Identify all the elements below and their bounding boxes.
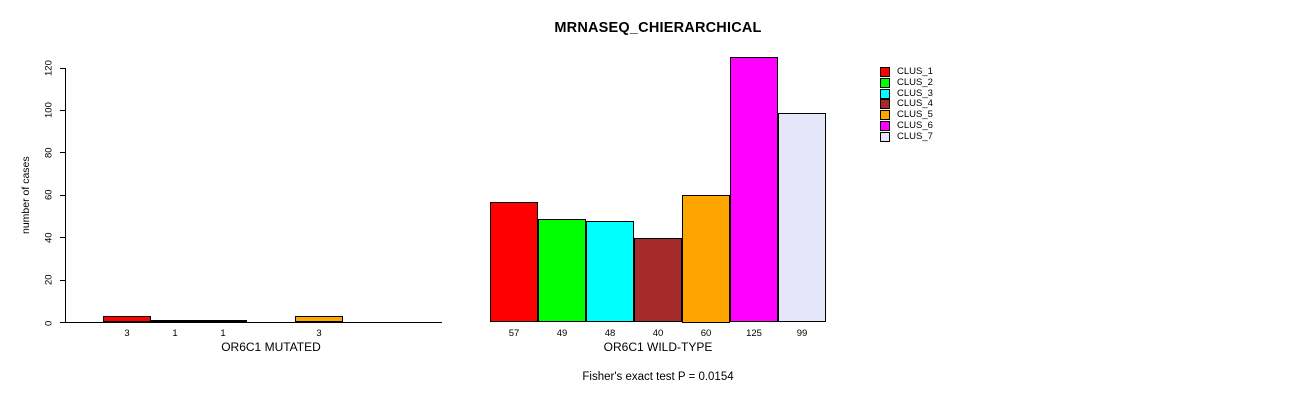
bar-g0-CLUS_5 (295, 316, 343, 323)
bar-g0-CLUS_1 (103, 316, 151, 323)
y-tick (60, 109, 65, 111)
bar-value-label: 48 (604, 328, 616, 339)
bar-g0-CLUS_2 (151, 320, 199, 323)
legend-color-swatch (880, 110, 890, 121)
x-axis-line (65, 322, 442, 323)
legend-item-label: CLUS_6 (897, 120, 933, 131)
legend-color-swatch (880, 99, 890, 110)
bar-value-label: 60 (700, 328, 712, 339)
y-tick-label: 60 (43, 189, 55, 201)
legend-item-label: CLUS_3 (897, 87, 933, 99)
x-axis-group-label-mutated: OR6C1 MUTATED (221, 340, 321, 354)
x-axis-group-label-wildtype: OR6C1 WILD-TYPE (603, 340, 713, 354)
bar-value-label: 57 (508, 328, 520, 339)
bar-value-label: 1 (220, 328, 226, 339)
legend-color-swatch (880, 131, 890, 142)
y-tick-label: 40 (43, 232, 55, 243)
bar-g0-CLUS_3 (199, 320, 247, 323)
y-tick-label: 120 (43, 60, 55, 76)
bar-value-label: 1 (172, 328, 178, 339)
legend-item-label: CLUS_4 (897, 98, 933, 110)
bar-value-label: 3 (124, 328, 130, 339)
legend-color-swatch (880, 88, 890, 99)
bar-value-label: 3 (316, 328, 322, 339)
bar-g1-CLUS_1 (490, 201, 538, 323)
y-tick (60, 67, 65, 69)
y-axis-label: number of cases (20, 156, 32, 234)
y-tick-label: 20 (43, 274, 55, 286)
legend-color-swatch (880, 77, 890, 88)
bar-value-label: 49 (556, 328, 568, 339)
bar-value-label: 125 (746, 328, 762, 339)
bar-g1-CLUS_2 (538, 218, 586, 323)
y-tick-label: 80 (43, 147, 55, 159)
y-tick (60, 322, 65, 323)
y-tick (60, 152, 65, 154)
y-axis-line (65, 68, 66, 323)
bar-g1-CLUS_4 (634, 237, 682, 323)
bar-g1-CLUS_7 (778, 112, 826, 323)
chart-title: MRNASEQ_CHIERARCHICAL (554, 20, 762, 36)
bar-g1-CLUS_6 (730, 57, 778, 323)
y-tick-label: 100 (43, 102, 55, 119)
fisher-test-note: Fisher's exact test P = 0.0154 (582, 371, 734, 383)
y-tick (60, 279, 65, 281)
y-tick-label: 0 (43, 319, 55, 326)
bar-value-label: 99 (796, 328, 808, 339)
bar-g1-CLUS_3 (586, 220, 634, 323)
legend-item-label: CLUS_7 (897, 130, 933, 142)
bar-g1-CLUS_5 (682, 195, 730, 323)
legend-item-label: CLUS_2 (897, 76, 933, 88)
legend-item-label: CLUS_1 (897, 66, 933, 77)
legend-color-swatch (880, 121, 890, 131)
y-tick (60, 194, 65, 196)
bar-value-label: 40 (652, 328, 664, 339)
legend-item-label: CLUS_5 (897, 109, 933, 121)
legend-color-swatch (880, 67, 890, 77)
y-tick (60, 237, 65, 239)
